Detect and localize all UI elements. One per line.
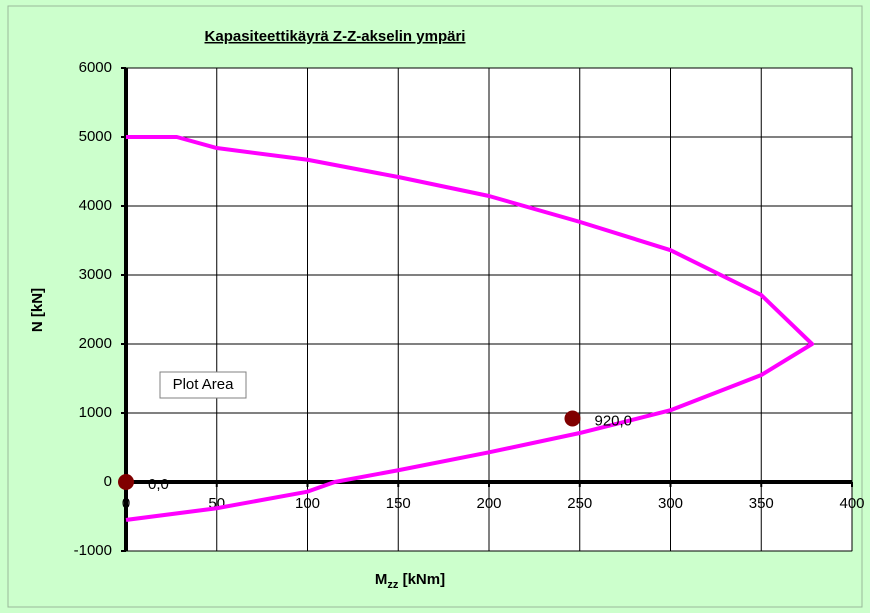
chart-title: Kapasiteettikäyrä Z-Z-akselin ympäri <box>205 28 466 45</box>
x-tick-label: 350 <box>749 495 774 512</box>
y-tick-label: 2000 <box>79 335 112 352</box>
x-axis-label: Mzz [kNm] <box>375 571 445 591</box>
load-point <box>564 410 581 427</box>
y-tick-label: 3000 <box>79 266 112 283</box>
tooltip-box <box>159 371 247 399</box>
y-tick-label: 6000 <box>79 59 112 76</box>
y-tick-label: 0 <box>104 473 112 490</box>
capacity-curve <box>125 135 815 522</box>
data-label: 920,0 <box>594 412 632 429</box>
x-tick-label: 100 <box>295 495 320 512</box>
x-tick-label: 250 <box>567 495 592 512</box>
x-tick-label: 200 <box>476 495 501 512</box>
x-tick-label: 150 <box>386 495 411 512</box>
y-tick-label: 5000 <box>79 128 112 145</box>
y-tick-label: -1000 <box>74 542 112 559</box>
x-tick-label: 400 <box>839 495 864 512</box>
tooltip: Plot Area <box>173 376 235 393</box>
data-label: 0,0 <box>148 476 169 493</box>
chart-border <box>7 5 863 608</box>
y-tick-label: 4000 <box>79 197 112 214</box>
load-point <box>118 474 134 490</box>
x-tick-label: 300 <box>658 495 683 512</box>
y-axis-label: N [kN] <box>29 288 46 332</box>
y-tick-label: 1000 <box>79 404 112 421</box>
